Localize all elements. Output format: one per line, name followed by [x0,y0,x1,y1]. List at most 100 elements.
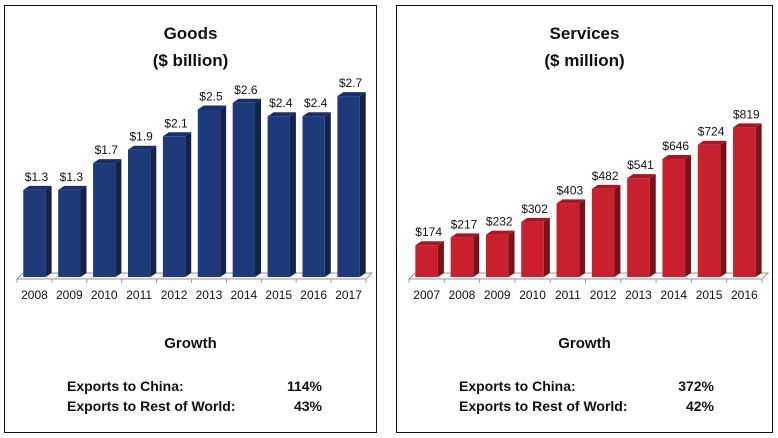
services-bar-chart: $174 2007 $217 2008 $232 2009 $302 2010 $403 2011… [407,107,770,302]
data-label: $1.7 [95,143,119,157]
bar-side [543,217,550,277]
data-label: $646 [662,139,689,153]
data-label: $403 [556,183,583,197]
bar-side [614,184,621,277]
data-label: $2.4 [304,96,328,110]
data-label: $2.7 [339,76,363,90]
data-label: $2.6 [234,83,258,97]
bar-front [93,163,116,277]
bar-side [437,241,444,277]
bar-top [267,112,296,117]
x-tick-label: 2012 [590,288,617,302]
bar-side [150,145,157,277]
bar-top [662,154,692,159]
bar-top [415,241,444,246]
bar-top [591,184,621,189]
bar-side [755,123,762,277]
bar-top [162,132,192,137]
services-title: Services [549,24,620,43]
x-tick-label: 2009 [56,288,83,302]
bar-top [302,112,331,117]
x-tick-label: 2017 [335,288,362,302]
bar-side [45,185,52,277]
goods-panel: Goods ($ billion) $1.3 2008 $1.3 2009 $1.7 20… [4,5,377,433]
bar-side [115,159,122,277]
data-label: $174 [415,225,442,239]
bar-side [185,132,192,277]
bar-top [697,140,727,145]
bar-top [450,233,480,238]
services-chart-title: Services ($ million) [397,20,772,74]
bar-side [649,174,656,277]
bar-side [289,112,296,277]
bar-front [450,237,474,277]
bar-2014 [232,98,262,277]
bar-2015 [267,112,296,277]
x-tick-label: 2009 [484,288,511,302]
bar-top [58,185,87,190]
bar-front [232,102,256,277]
bar-front [415,245,438,277]
x-tick-label: 2015 [696,288,723,302]
bar-2008 [23,185,52,277]
data-label: $217 [451,217,478,231]
bar-top [521,217,550,222]
bar-front [58,189,81,277]
growth-value: 372% [678,378,714,394]
x-tick-label: 2011 [555,288,581,302]
data-label: $1.9 [129,130,153,144]
bar-side [80,185,87,277]
bar-top [733,123,762,128]
bar-2010 [521,217,550,277]
bar-side [359,92,366,277]
data-label: $2.4 [269,96,293,110]
x-tick-label: 2014 [230,288,257,302]
x-tick-label: 2011 [126,288,152,302]
data-label: $2.1 [164,116,188,130]
bar-front [521,221,544,277]
bar-front [556,203,580,277]
bar-front [733,127,756,277]
bar-2013 [627,174,656,277]
bar-top [485,230,515,235]
bar-side [473,233,480,277]
bar-front [591,188,615,277]
data-label: $1.3 [25,170,49,184]
bar-2017 [337,92,366,277]
x-tick-label: 2010 [91,288,118,302]
bar-front [302,116,325,277]
services-subtitle: ($ million) [544,51,625,70]
bar-2014 [662,154,692,277]
bar-front [267,116,290,277]
bar-front [337,96,360,277]
x-tick-label: 2016 [300,288,327,302]
services-growth-title: Growth [558,335,611,352]
bar-front [197,109,221,277]
bar-2009 [485,230,515,277]
data-label: $1.3 [60,170,84,184]
bar-2013 [197,105,227,277]
bar-front [485,234,509,277]
bar-top [197,105,227,110]
x-tick-label: 2013 [625,288,652,302]
goods-title: Goods [163,24,218,43]
data-label: $482 [592,169,619,183]
bar-side [579,199,586,277]
bar-2007 [415,241,444,277]
bar-front [662,158,686,277]
data-label: $819 [733,107,760,121]
growth-label: Exports to Rest of World: [459,398,628,414]
bar-side [255,98,262,277]
bar-front [127,149,151,277]
data-label: $232 [486,215,513,229]
growth-label: Exports to Rest of World: [67,398,236,414]
growth-label: Exports to China: [67,378,184,394]
x-tick-label: 2014 [660,288,687,302]
x-tick-label: 2016 [731,288,758,302]
bar-front [627,178,650,277]
bar-front [697,144,721,277]
goods-chart-title: Goods ($ billion) [5,20,376,74]
x-tick-label: 2007 [413,288,440,302]
x-tick-label: 2008 [449,288,476,302]
bar-top [232,98,262,103]
